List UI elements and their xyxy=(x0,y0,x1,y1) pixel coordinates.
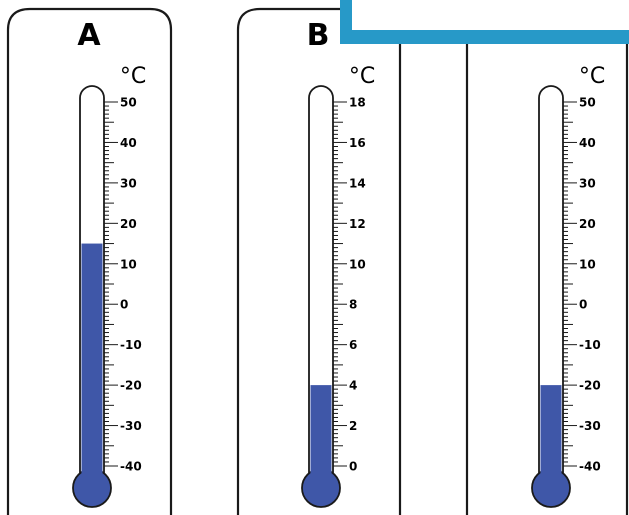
liquid-column-c xyxy=(540,385,562,488)
scale-label-b: 16 xyxy=(349,136,366,150)
scale-label-b: 6 xyxy=(349,338,357,352)
scale-label-a: -40 xyxy=(120,460,142,474)
scale-label-a: 20 xyxy=(120,217,137,231)
scale-label-c: -10 xyxy=(579,338,601,352)
unit-label-a: °C xyxy=(120,64,146,89)
label-b: B xyxy=(307,18,330,53)
scale-label-c: 20 xyxy=(579,217,596,231)
scale-label-a: 10 xyxy=(120,257,137,271)
scale-label-b: 18 xyxy=(349,96,366,110)
thermometer-c: 50 40 30 20 10 0 -10 -20 -30 -40 xyxy=(531,85,601,508)
liquid-column-b xyxy=(310,385,332,488)
scale-label-c: 40 xyxy=(579,136,596,150)
scale-label-a: -20 xyxy=(120,379,142,393)
scale-label-c: 30 xyxy=(579,176,596,190)
scale-label-c: 10 xyxy=(579,257,596,271)
banner-inner-white xyxy=(352,0,629,30)
bulb-neck-a xyxy=(81,467,103,475)
scale-label-b: 0 xyxy=(349,460,357,474)
liquid-column-a xyxy=(81,243,103,488)
scale-label-a: 40 xyxy=(120,136,137,150)
scale-label-b: 14 xyxy=(349,176,366,190)
scale-label-b: 10 xyxy=(349,257,366,271)
scale-label-c: 0 xyxy=(579,298,587,312)
scale-label-a: -10 xyxy=(120,338,142,352)
scale-label-a: 0 xyxy=(120,298,128,312)
bulb-neck-c xyxy=(540,467,562,475)
scale-label-c: -30 xyxy=(579,419,601,433)
scale-label-c: 50 xyxy=(579,96,596,110)
scale-label-b: 12 xyxy=(349,217,366,231)
unit-label-c: °C xyxy=(579,64,605,89)
scale-label-b: 8 xyxy=(349,298,357,312)
card-frame-a xyxy=(6,7,173,515)
label-a: A xyxy=(77,18,101,53)
scale-label-c: -20 xyxy=(579,379,601,393)
scale-label-a: 50 xyxy=(120,96,137,110)
unit-label-b: °C xyxy=(349,64,375,89)
thermometer-b: 18 16 14 12 10 8 6 4 2 0 xyxy=(301,85,366,508)
scale-label-a: -30 xyxy=(120,419,142,433)
bulb-neck-b xyxy=(310,467,332,475)
scale-label-a: 30 xyxy=(120,176,137,190)
card-frame-b xyxy=(236,7,340,515)
scale-label-b: 4 xyxy=(349,379,357,393)
scale-label-c: -40 xyxy=(579,460,601,474)
thermometer-a: 50 40 30 20 10 0 -10 -20 -30 -40 xyxy=(72,85,142,508)
scale-label-b: 2 xyxy=(349,419,357,433)
